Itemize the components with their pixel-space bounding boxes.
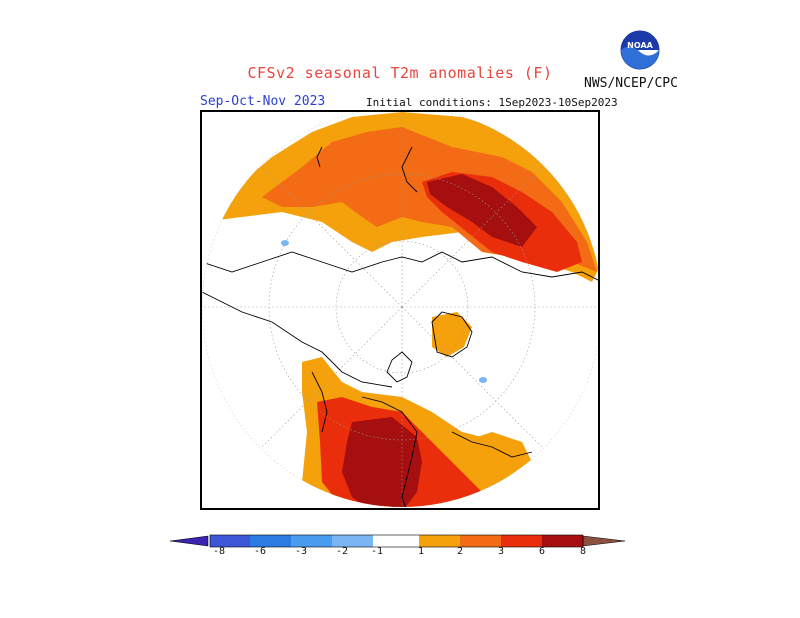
colorbar-tick: 1 [417,546,425,557]
colorbar-swatch-10 [542,535,583,547]
initial-conditions-label: Initial conditions: 1Sep2023-10Sep2023 [366,96,618,109]
anomaly-region-orange-greenland [432,312,472,357]
anomaly-region-darkred-siberia [427,174,537,247]
agency-label: NWS/NCEP/CPC [584,76,678,91]
colorbar-swatch-neutral [373,535,419,547]
colorbar-swatch-3 [250,535,291,547]
colorbar-swatch-lowest [170,535,209,547]
polar-map-svg [202,112,598,507]
colorbar-tick: -1 [370,546,384,557]
colorbar [170,534,626,548]
colorbar-tick: -6 [253,546,267,557]
colorbar-swatch-7 [419,535,460,547]
colorbar-swatch-8 [460,535,501,547]
colorbar-tick: 8 [579,546,587,557]
colorbar-swatch-5 [332,535,373,547]
colorbar-tick: 3 [497,546,505,557]
anomaly-map [200,110,600,510]
map-title: CFSv2 seasonal T2m anomalies (F) [247,64,553,82]
colorbar-tick: -8 [212,546,226,557]
colorbar-tick: 6 [538,546,546,557]
colorbar-outline [209,534,584,548]
anomaly-region-blue-1 [281,240,289,246]
colorbar-swatch-2 [210,535,250,547]
anomaly-region-blue-2 [479,377,487,383]
svg-text:NOAA: NOAA [627,41,653,50]
noaa-logo: NOAA [620,30,660,70]
colorbar-swatch-4 [291,535,332,547]
colorbar-tick: -2 [335,546,349,557]
colorbar-swatch-9 [501,535,542,547]
colorbar-swatch-highest [582,535,626,547]
colorbar-tick: 2 [456,546,464,557]
colorbar-tick: -3 [294,546,308,557]
season-label: Sep-Oct-Nov 2023 [200,94,326,109]
